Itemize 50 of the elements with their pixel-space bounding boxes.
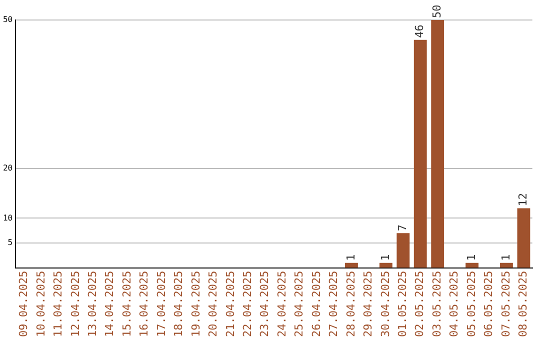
bar	[466, 262, 478, 268]
data-label: 1	[344, 254, 358, 261]
x-tick-label: 05.05.2025	[464, 270, 478, 338]
x-tick-label: 21.04.2025	[224, 270, 237, 338]
x-tick-label: 11.04.2025	[52, 270, 65, 338]
data-label: 46	[413, 24, 426, 38]
bar	[414, 40, 427, 268]
data-label: 1	[499, 254, 512, 261]
data-label: 7	[396, 224, 409, 232]
x-tick-label: 25.04.2025	[292, 270, 306, 338]
data-label: 12	[516, 193, 530, 206]
bar	[500, 262, 513, 268]
data-label: 50	[430, 4, 444, 18]
bar	[345, 262, 358, 268]
x-tick-label: 04.05.2025	[448, 270, 461, 338]
y-tick-label: 50	[2, 15, 13, 24]
x-tick-label: 08.05.2025	[516, 270, 530, 338]
x-tick-label: 09.04.2025	[17, 270, 30, 338]
x-tick-label: 12.04.2025	[68, 270, 82, 338]
y-tick-label: 10	[2, 213, 13, 222]
x-tick-label: 06.05.2025	[482, 270, 496, 338]
x-tick-label: 07.05.2025	[499, 270, 512, 338]
x-tick-label: 14.04.2025	[103, 270, 116, 338]
bar	[379, 262, 392, 268]
y-tick-label: 20	[2, 164, 13, 173]
x-tick-label: 30.04.2025	[378, 270, 392, 338]
x-tick-label: 24.04.2025	[275, 270, 288, 338]
bar	[431, 20, 444, 268]
x-tick-label: 18.04.2025	[172, 270, 186, 338]
x-tick-label: 26.04.2025	[310, 270, 323, 338]
x-tick-label: 13.04.2025	[86, 270, 99, 338]
x-tick-label: 29.04.2025	[362, 270, 375, 338]
data-label: 1	[464, 254, 478, 261]
x-tick-label: 15.04.2025	[120, 270, 134, 338]
x-tick-label: 03.05.2025	[430, 270, 444, 338]
x-tick-label: 27.04.2025	[327, 270, 340, 338]
x-tick-label: 16.04.2025	[138, 270, 151, 338]
x-tick-label: 01.05.2025	[396, 270, 409, 338]
x-tick-label: 10.04.2025	[34, 270, 48, 338]
x-tick-label: 23.04.2025	[258, 270, 272, 338]
x-tick-label: 19.04.2025	[189, 270, 202, 338]
x-tick-label: 02.05.2025	[413, 270, 426, 338]
x-tick-label: 22.04.2025	[241, 270, 254, 338]
x-tick-label: 17.04.2025	[154, 270, 168, 338]
x-tick-label: 20.04.2025	[206, 270, 220, 338]
bar	[396, 233, 410, 268]
data-label: 1	[378, 254, 392, 261]
x-tick-label: 28.04.2025	[344, 270, 358, 338]
bar	[517, 208, 530, 268]
y-tick-label: 5	[8, 238, 13, 248]
